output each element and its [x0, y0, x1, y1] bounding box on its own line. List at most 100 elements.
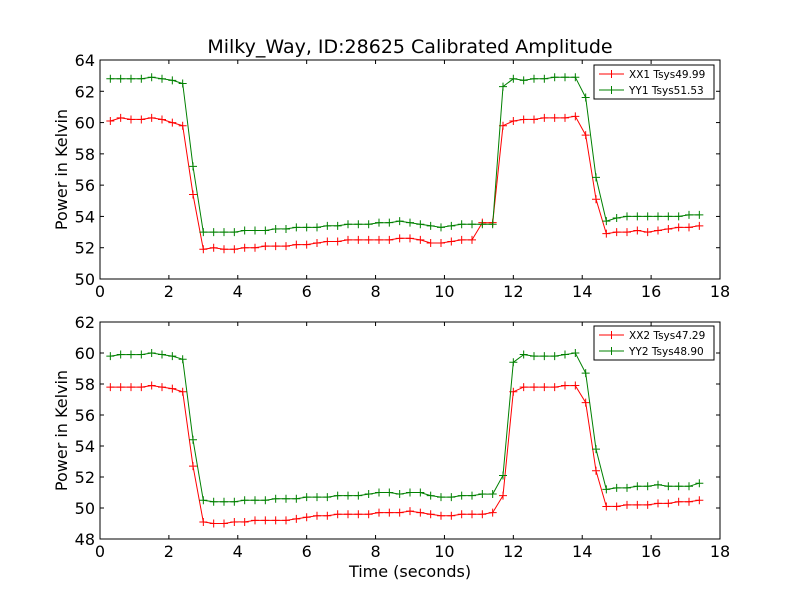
data-point-marker	[385, 508, 394, 517]
data-point-marker	[354, 510, 363, 519]
y-axis-label: Power in Kelvin	[52, 109, 71, 230]
data-point-marker	[189, 435, 197, 444]
data-point-marker	[674, 223, 683, 232]
data-point-marker	[333, 237, 342, 246]
data-point-marker	[116, 383, 125, 392]
data-point-marker	[158, 383, 166, 392]
data-point-marker	[251, 243, 259, 252]
x-tick-label: 8	[370, 542, 380, 561]
data-point-marker	[499, 471, 507, 480]
data-point-marker	[468, 235, 476, 244]
data-point-marker	[209, 519, 218, 528]
data-point-marker	[158, 74, 166, 83]
data-point-marker	[313, 493, 321, 502]
data-point-marker	[468, 491, 476, 500]
data-point-marker	[158, 350, 166, 359]
data-point-marker	[581, 398, 590, 407]
data-point-marker	[623, 500, 631, 509]
data-point-marker	[116, 113, 125, 122]
x-tick-label: 14	[572, 542, 592, 561]
data-point-marker	[612, 228, 621, 237]
data-point-marker	[457, 510, 466, 519]
data-point-marker	[406, 488, 414, 497]
data-point-marker	[592, 466, 600, 475]
data-point-marker	[344, 510, 352, 519]
data-point-marker	[654, 226, 662, 235]
data-point-marker	[406, 507, 414, 516]
data-point-marker	[602, 485, 611, 494]
data-point-marker	[602, 502, 611, 511]
data-point-marker	[602, 229, 611, 238]
data-point-marker	[302, 223, 311, 232]
data-point-marker	[127, 350, 135, 359]
data-point-marker	[685, 482, 693, 491]
legend-entry: XX1 Tsys49.99	[629, 69, 705, 81]
series-line-xx2	[110, 385, 700, 524]
data-point-marker	[189, 162, 197, 171]
data-point-marker	[344, 220, 352, 229]
data-point-marker	[127, 115, 135, 124]
x-tick-label: 0	[95, 282, 105, 301]
data-point-marker	[189, 462, 197, 471]
data-point-marker	[137, 74, 146, 83]
data-point-marker	[106, 383, 115, 392]
y-tick-label: 50	[75, 499, 95, 518]
x-tick-label: 14	[572, 282, 592, 301]
data-point-marker	[664, 482, 673, 491]
x-tick-label: 12	[503, 542, 523, 561]
data-point-marker	[416, 235, 425, 244]
data-point-marker	[375, 218, 383, 227]
data-point-marker	[519, 76, 528, 85]
data-point-marker	[478, 220, 487, 229]
data-point-marker	[323, 493, 332, 502]
data-point-marker	[437, 223, 445, 232]
data-point-marker	[499, 82, 507, 91]
data-point-marker	[633, 500, 642, 509]
data-point-marker	[488, 508, 497, 517]
data-point-marker	[550, 352, 559, 361]
data-point-marker	[168, 352, 177, 361]
data-point-marker	[178, 387, 187, 396]
data-point-marker	[364, 510, 373, 519]
x-tick-label: 10	[434, 542, 454, 561]
data-point-marker	[633, 212, 642, 221]
data-point-marker	[612, 502, 621, 511]
data-point-marker	[457, 491, 466, 500]
data-point-marker	[209, 228, 218, 237]
data-point-marker	[178, 121, 187, 130]
data-point-marker	[612, 483, 621, 492]
data-point-marker	[189, 190, 197, 199]
data-point-marker	[530, 352, 538, 361]
data-point-marker	[623, 212, 631, 221]
data-point-marker	[178, 79, 187, 88]
data-point-marker	[106, 117, 115, 126]
data-point-marker	[519, 383, 528, 392]
data-point-marker	[344, 235, 352, 244]
data-point-marker	[375, 488, 383, 497]
x-tick-label: 16	[641, 542, 661, 561]
y-tick-label: 52	[75, 468, 95, 487]
data-point-marker	[509, 117, 518, 126]
y-tick-label: 60	[75, 344, 95, 363]
data-point-marker	[271, 516, 280, 525]
y-tick-label: 54	[75, 437, 95, 456]
data-point-marker	[251, 516, 259, 525]
chart-title: Milky_Way, ID:28625 Calibrated Amplitude	[207, 36, 612, 58]
data-point-marker	[147, 113, 156, 122]
data-point-marker	[116, 350, 125, 359]
data-point-marker	[674, 482, 683, 491]
y-tick-label: 50	[75, 270, 95, 289]
legend-entry: XX2 Tsys47.29	[629, 330, 705, 342]
y-tick-label: 56	[75, 406, 95, 425]
x-tick-label: 4	[233, 282, 243, 301]
data-point-marker	[530, 115, 538, 124]
data-point-marker	[395, 234, 404, 243]
data-point-marker	[519, 350, 528, 359]
data-point-marker	[147, 349, 156, 357]
data-point-marker	[633, 226, 642, 235]
data-point-marker	[437, 493, 445, 502]
legend-entry: YY2 Tsys48.90	[628, 346, 704, 358]
data-point-marker	[271, 224, 280, 233]
data-point-marker	[592, 195, 600, 204]
x-tick-label: 6	[302, 542, 312, 561]
